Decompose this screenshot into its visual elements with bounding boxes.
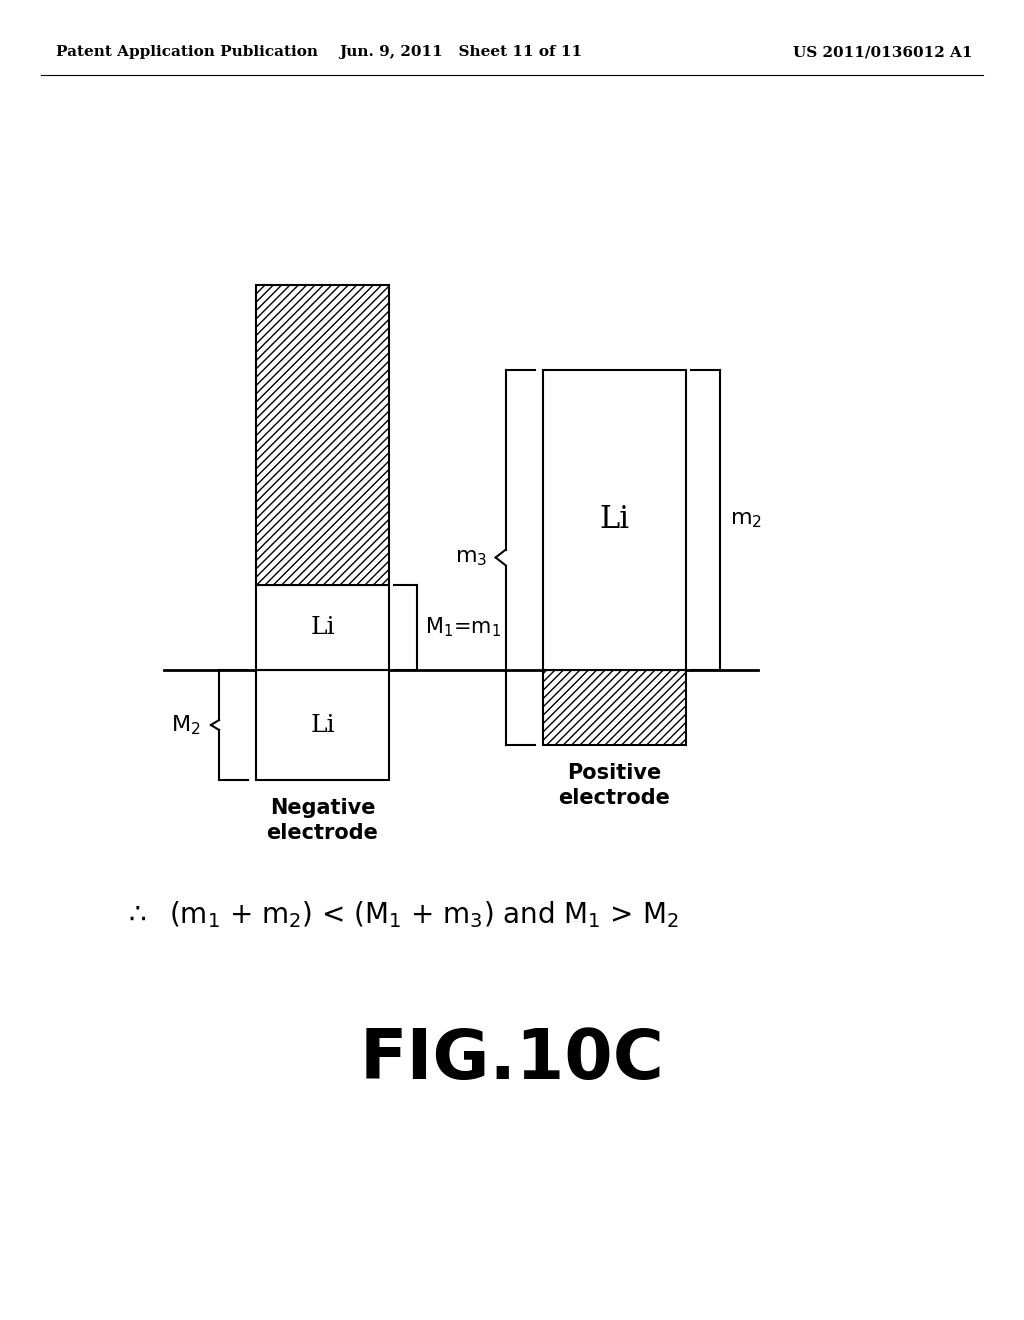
Text: Patent Application Publication: Patent Application Publication <box>56 45 318 59</box>
Bar <box>543 671 686 744</box>
Bar <box>256 585 389 671</box>
Bar <box>256 285 389 585</box>
Text: m$_3$: m$_3$ <box>455 548 487 568</box>
Text: M$_1$=m$_1$: M$_1$=m$_1$ <box>425 615 501 639</box>
Text: M$_2$: M$_2$ <box>171 713 201 737</box>
Text: Li: Li <box>599 504 630 536</box>
Text: $\therefore$  (m$_1$ + m$_2$) < (M$_1$ + m$_3$) and M$_1$ > M$_2$: $\therefore$ (m$_1$ + m$_2$) < (M$_1$ + … <box>123 900 679 931</box>
Text: Negative
electrode: Negative electrode <box>266 799 379 842</box>
Text: FIG.10C: FIG.10C <box>359 1027 665 1093</box>
Bar <box>256 671 389 780</box>
Text: Jun. 9, 2011   Sheet 11 of 11: Jun. 9, 2011 Sheet 11 of 11 <box>339 45 583 59</box>
Text: US 2011/0136012 A1: US 2011/0136012 A1 <box>794 45 973 59</box>
Text: Li: Li <box>310 714 335 737</box>
Text: m$_2$: m$_2$ <box>730 510 762 531</box>
Text: Li: Li <box>310 616 335 639</box>
Bar <box>543 370 686 671</box>
Text: Positive
electrode: Positive electrode <box>558 763 671 808</box>
